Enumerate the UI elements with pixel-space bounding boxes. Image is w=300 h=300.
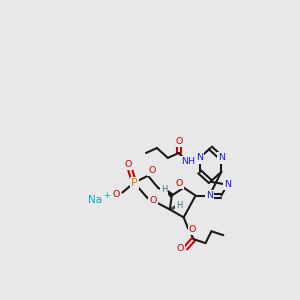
- Text: H: H: [176, 201, 183, 210]
- Text: O: O: [124, 160, 132, 169]
- Text: O: O: [149, 196, 157, 205]
- Text: N: N: [218, 153, 225, 162]
- Text: P: P: [131, 178, 137, 188]
- Text: N: N: [196, 153, 203, 162]
- Text: O: O: [112, 190, 120, 199]
- Text: O: O: [175, 136, 182, 146]
- Text: N: N: [224, 180, 231, 189]
- Text: +: +: [103, 191, 110, 200]
- Text: NH: NH: [181, 158, 195, 166]
- Text: Na: Na: [88, 194, 103, 205]
- Text: O: O: [175, 179, 182, 188]
- Text: H: H: [161, 185, 167, 194]
- Text: N: N: [206, 191, 213, 200]
- Polygon shape: [165, 189, 173, 197]
- Text: O: O: [176, 244, 183, 253]
- Text: O: O: [148, 166, 156, 175]
- Text: O: O: [189, 225, 196, 234]
